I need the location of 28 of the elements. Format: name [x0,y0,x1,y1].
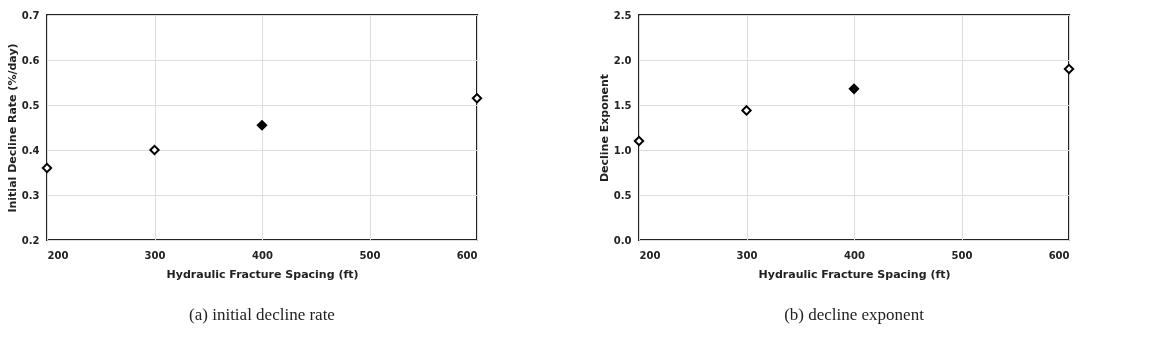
x-tick-label: 600 [1048,249,1070,261]
x-tick-label: 200 [47,249,69,261]
x-tick-label: 400 [252,249,273,261]
x-tick-label: 500 [951,249,973,261]
text: (b) decline exponent [784,305,925,324]
x-tick-label: 500 [359,249,381,261]
x-tick-label: 200 [639,249,661,261]
y-tick-label: 0.7 [21,9,40,21]
y-axis-title: Decline Exponent [597,73,611,183]
text: (a) initial decline rate [189,305,335,324]
x-axis-title: Hydraulic Fracture Spacing (ft) [758,267,951,281]
y-tick-label: 2.0 [613,54,632,66]
y-tick-label: 0.5 [21,99,40,111]
y-tick-label: 0.4 [21,144,40,156]
y-tick-label: 2.5 [613,9,632,21]
y-tick-label: 0.5 [613,189,632,201]
y-axis-title: Initial Decline Rate (%/day) [5,43,19,213]
y-tick-label: 0.3 [21,189,40,201]
y-tick-label: 1.0 [613,144,632,156]
y-tick-label: 0.6 [21,54,40,66]
x-tick-label: 400 [844,249,865,261]
x-tick-label: 300 [144,249,166,261]
y-tick-label: 0.2 [21,234,40,246]
x-tick-label: 600 [456,249,478,261]
x-tick-label: 300 [736,249,758,261]
y-tick-label: 1.5 [613,99,632,111]
y-tick-label: 0.0 [613,234,632,246]
x-axis-title: Hydraulic Fracture Spacing (ft) [166,267,359,281]
